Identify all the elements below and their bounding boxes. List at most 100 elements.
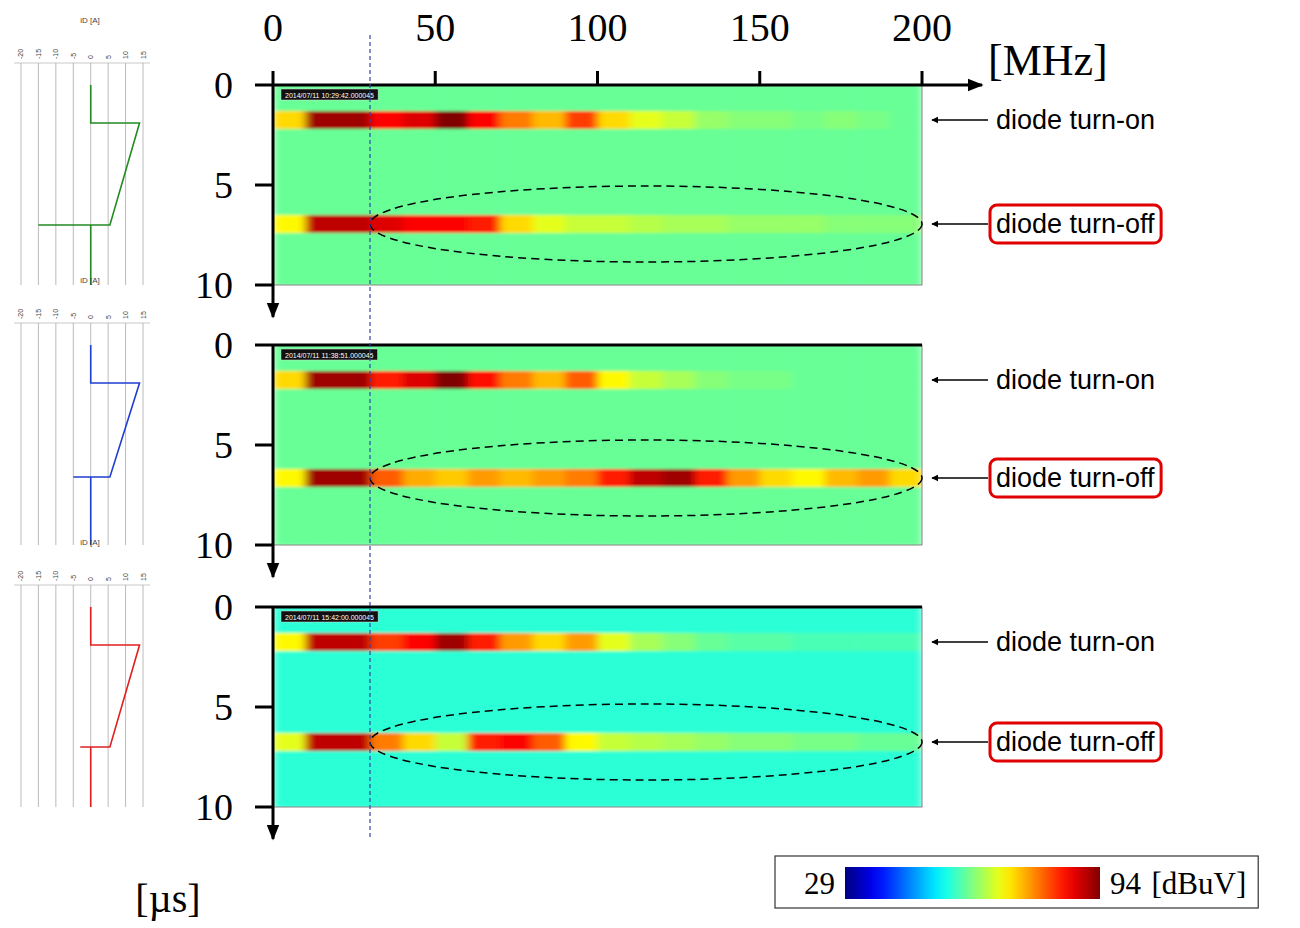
heat-cell xyxy=(857,633,890,652)
y-tick xyxy=(255,184,273,187)
heat-cell xyxy=(533,111,566,130)
y-tick xyxy=(255,706,273,709)
grid-line xyxy=(38,585,39,807)
heat-cell xyxy=(403,651,436,734)
heat-cell xyxy=(825,469,858,488)
annotation-arrow xyxy=(932,477,988,479)
heat-cell xyxy=(500,487,533,545)
heat-cell xyxy=(500,733,533,752)
heat-cell xyxy=(857,85,890,112)
heat-cell xyxy=(825,633,858,652)
heat-cell xyxy=(890,111,922,130)
heat-cell xyxy=(630,751,663,807)
heat-cell xyxy=(533,487,566,545)
y-axis-title: [µs] xyxy=(135,876,200,921)
heat-cell xyxy=(695,129,728,216)
heat-cell xyxy=(760,233,793,285)
line-area xyxy=(80,607,139,807)
axis-title: iD [A] xyxy=(80,276,100,285)
heat-cell xyxy=(695,751,728,807)
heat-cell xyxy=(338,129,371,216)
timestamp: 2014/07/11 11:38:51.000045 xyxy=(281,349,378,360)
grid-line xyxy=(73,585,74,807)
highlight-ellipse xyxy=(370,186,922,262)
heat-cell xyxy=(760,487,793,545)
y-tick-label: 0 xyxy=(214,64,233,106)
heat-cell xyxy=(338,751,371,807)
heat-cell xyxy=(727,215,760,234)
grid-line xyxy=(20,323,21,545)
heat-cell xyxy=(468,389,501,470)
heat-cell xyxy=(273,215,306,234)
heat-cell xyxy=(533,633,566,652)
timestamp: 2014/07/11 10:29:42.000045 xyxy=(281,89,378,100)
heat-cell xyxy=(662,129,695,216)
grid-line xyxy=(73,323,74,545)
heat-cell xyxy=(468,85,501,112)
heat-cell xyxy=(533,215,566,234)
heat-cell xyxy=(695,111,728,130)
heat-cell xyxy=(565,633,598,652)
heat-cell xyxy=(825,345,858,372)
heat-cell xyxy=(662,85,695,112)
heat-cell xyxy=(857,215,890,234)
heat-cell xyxy=(305,633,338,652)
heat-cell xyxy=(370,129,403,216)
current-line xyxy=(80,607,139,807)
heat-cell xyxy=(727,487,760,545)
heat-cell xyxy=(533,85,566,112)
heat-cell xyxy=(598,733,631,752)
heat-cell xyxy=(598,607,631,634)
y-axis-line xyxy=(272,607,275,839)
heat-cell xyxy=(338,371,371,390)
heat-cell xyxy=(533,129,566,216)
heat-cell xyxy=(825,129,858,216)
current-waveform: -20-15-10-5051015iD [A] xyxy=(14,16,150,285)
heat-cell xyxy=(825,733,858,752)
tick-label: 10 xyxy=(122,311,129,319)
heat-cell xyxy=(435,345,468,372)
heat-cell xyxy=(630,111,663,130)
heat-cell xyxy=(273,651,306,734)
heat-cell xyxy=(403,733,436,752)
heat-cell xyxy=(500,633,533,652)
heat-cell xyxy=(565,469,598,488)
heat-cell xyxy=(760,111,793,130)
colorbar-tick-label: 94 xyxy=(1110,866,1142,901)
heat-cell xyxy=(727,389,760,470)
heat-cell xyxy=(500,111,533,130)
tick-label: 5 xyxy=(105,55,112,59)
heat-cell xyxy=(727,651,760,734)
heat-cell xyxy=(305,371,338,390)
annotation-arrow xyxy=(932,741,988,743)
y-axis-line xyxy=(272,85,275,317)
heat-cell xyxy=(630,233,663,285)
grid-line xyxy=(20,585,21,807)
heat-cell xyxy=(435,607,468,634)
y-tick-label: 10 xyxy=(195,264,233,306)
y-tick xyxy=(255,444,273,447)
heat-cell xyxy=(305,487,338,545)
heat-cell xyxy=(273,233,306,285)
grid-line xyxy=(143,585,144,807)
heat-cell xyxy=(500,215,533,234)
heat-cell xyxy=(695,607,728,634)
heat-cell xyxy=(598,633,631,652)
heat-cell xyxy=(857,469,890,488)
heat-cell xyxy=(727,751,760,807)
heat-cell xyxy=(890,389,922,470)
heat-cell xyxy=(662,371,695,390)
heat-cell xyxy=(370,751,403,807)
heat-cell xyxy=(825,607,858,634)
heat-cell xyxy=(305,233,338,285)
heat-cell xyxy=(662,651,695,734)
x-tick xyxy=(272,71,275,85)
grid-line xyxy=(38,63,39,285)
guide-line xyxy=(369,35,370,840)
heat-cell xyxy=(565,233,598,285)
grid-line xyxy=(125,323,126,545)
axis-title: iD [A] xyxy=(80,538,100,547)
x-tick xyxy=(596,71,599,85)
figure: 2014/07/11 10:29:42.000045050100150200[M… xyxy=(0,0,1300,928)
heat-cell xyxy=(630,487,663,545)
